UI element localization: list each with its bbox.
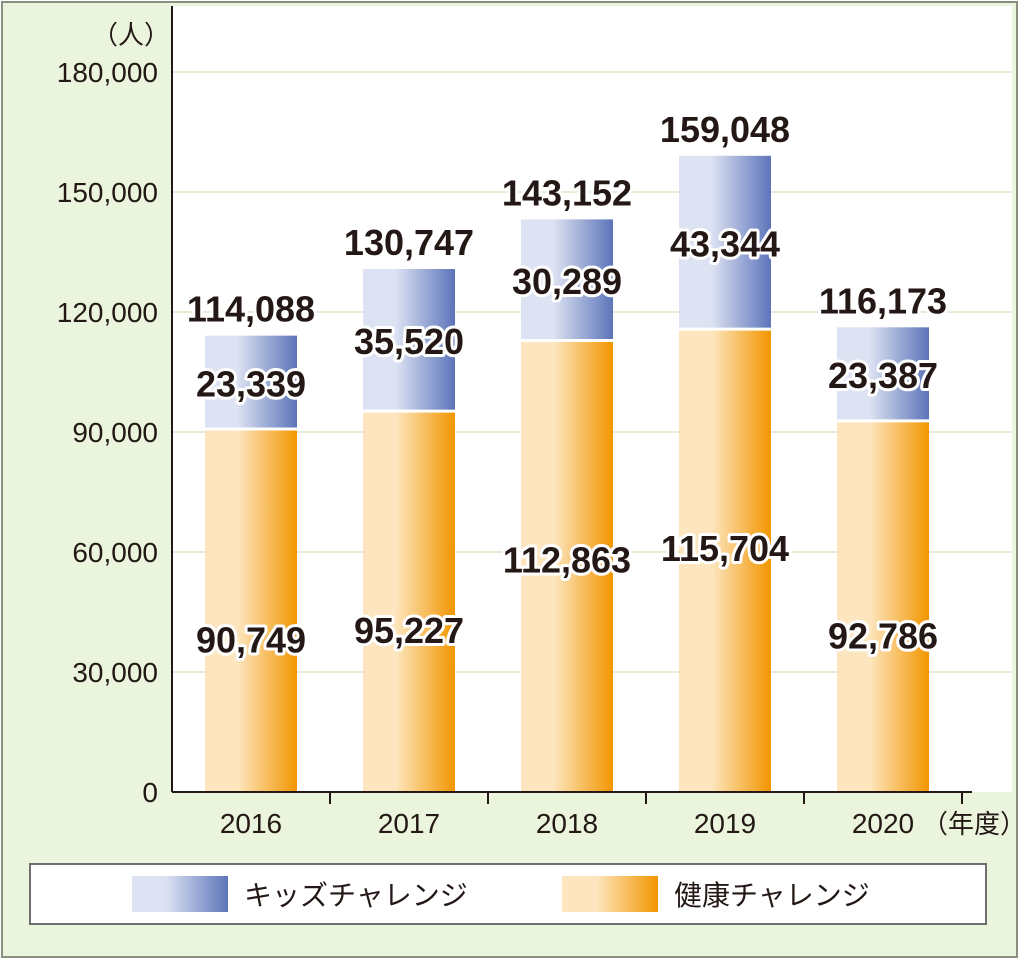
- data-label-health: 95,227: [354, 610, 464, 651]
- data-label-health: 90,749: [196, 620, 306, 661]
- bar-segment-kids: [679, 155, 771, 330]
- bar-segment-health: [205, 429, 297, 792]
- bar-segment-kids: [521, 219, 613, 341]
- data-label-health: 92,786: [828, 615, 938, 656]
- x-tick-label: 2020: [852, 808, 914, 839]
- data-label-kids: 30,289: [512, 261, 622, 302]
- data-label-total: 143,152: [502, 172, 632, 213]
- data-label-total: 116,173: [819, 280, 947, 321]
- y-tick-label: 120,000: [57, 297, 158, 328]
- y-tick-label: 0: [142, 777, 158, 808]
- data-label-total: 130,747: [344, 222, 474, 263]
- data-label-health: 115,704: [661, 528, 789, 569]
- data-label-health: 112,863: [503, 540, 631, 581]
- bar-segment-health: [363, 411, 455, 792]
- y-tick-label: 30,000: [72, 657, 158, 688]
- data-label-kids: 23,339: [196, 363, 306, 404]
- legend-swatch-health: [562, 876, 658, 912]
- y-tick-label: 60,000: [72, 537, 158, 568]
- data-label-total: 159,048: [660, 109, 790, 150]
- y-tick-label: 90,000: [72, 417, 158, 448]
- bar-segment-kids: [205, 335, 297, 430]
- legend-swatch-kids: [132, 876, 228, 912]
- bar-segment-health: [521, 340, 613, 792]
- bar-segment-health: [837, 420, 929, 792]
- bars: [205, 155, 929, 792]
- legend-label-kids: キッズチャレンジ: [244, 880, 468, 911]
- x-tick-label: 2019: [694, 808, 756, 839]
- x-axis-unit-label: （年度）: [922, 809, 1019, 839]
- x-tick-label: 2018: [536, 808, 598, 839]
- x-tick-label: 2017: [378, 808, 440, 839]
- data-label-kids: 43,344: [670, 223, 780, 264]
- x-tick-label: 2016: [220, 808, 282, 839]
- legend: キッズチャレンジ 健康チャレンジ: [29, 863, 987, 925]
- y-axis-unit-label: （人）: [92, 20, 170, 50]
- axes: 0 30,000 60,000 90,000 120,000 150,000 180,000…: [57, 6, 972, 839]
- bar-segment-kids: [837, 327, 929, 421]
- legend-label-health: 健康チャレンジ: [674, 880, 870, 911]
- data-labels: 90,749 23,339 114,088 95,227 35,520 130,747 11…: [184, 106, 950, 664]
- bar-segment-kids: [363, 269, 455, 412]
- y-tick-label: 180,000: [57, 57, 158, 88]
- data-label-kids: 23,387: [828, 355, 938, 396]
- data-label-kids: 35,520: [354, 321, 464, 362]
- data-label-total: 114,088: [187, 289, 315, 330]
- bar-segment-health: [679, 329, 771, 792]
- y-tick-label: 150,000: [57, 177, 158, 208]
